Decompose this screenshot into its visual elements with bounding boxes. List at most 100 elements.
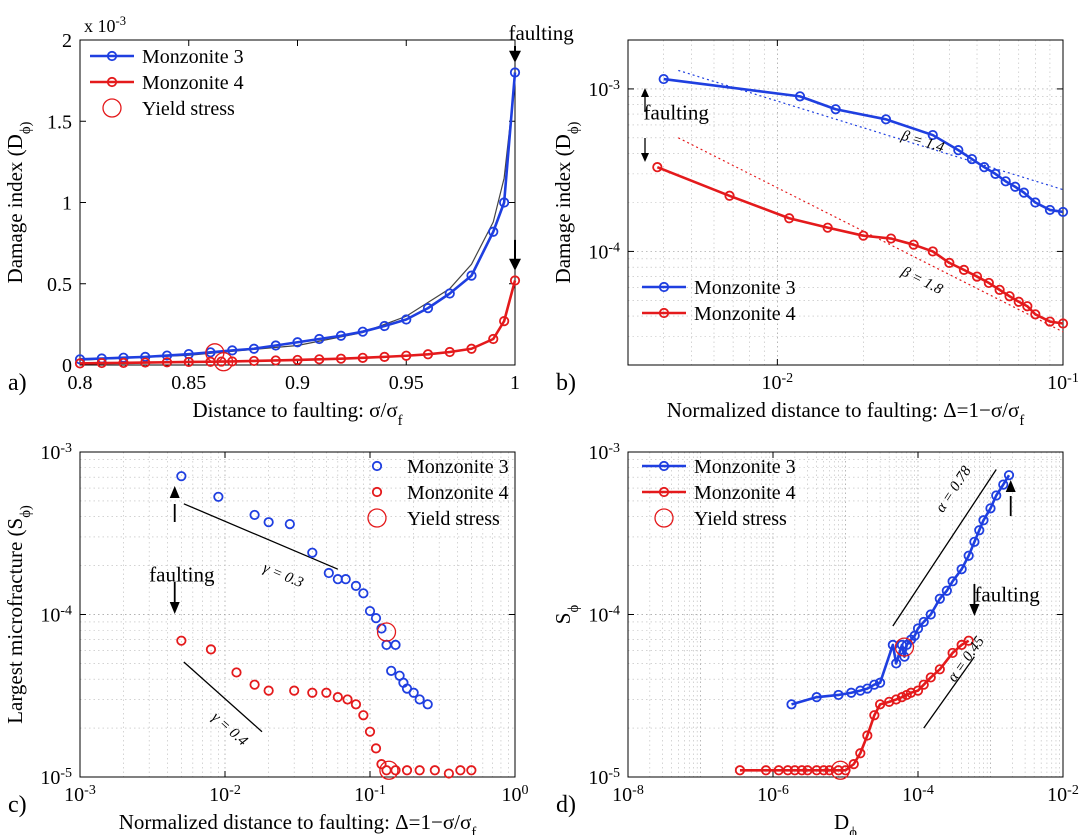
data-point <box>444 346 455 358</box>
y-tick-label: 10-5 <box>40 766 72 790</box>
data-point <box>292 337 303 348</box>
chart-panel-b: 10-2 10-1 10-4 10-3 Normalized distance to f… <box>551 39 1079 429</box>
data-point <box>978 515 989 526</box>
data-point <box>176 635 187 646</box>
legend: Monzonite 3 Monzonite 4 Yield stress <box>367 456 509 530</box>
data-point <box>335 353 347 364</box>
data-point <box>466 765 477 776</box>
data-point <box>833 765 844 776</box>
annotation-text: faulting <box>149 562 215 586</box>
data-point <box>284 519 295 530</box>
data-point <box>918 679 929 690</box>
x-axis-label: Dϕ <box>834 810 857 835</box>
data-point <box>934 593 945 604</box>
data-point <box>1018 187 1030 198</box>
series-line <box>79 280 517 365</box>
data-point <box>990 168 1001 179</box>
legend-marker <box>658 307 670 319</box>
annotation-arrow-head <box>509 50 521 63</box>
data-point <box>908 239 919 250</box>
yield-stress-marker <box>376 622 397 642</box>
data-point <box>270 355 281 366</box>
data-point <box>140 357 151 368</box>
data-point <box>249 509 260 521</box>
data-point <box>862 730 873 741</box>
data-point <box>364 605 376 617</box>
data-point <box>335 330 347 341</box>
data-point <box>811 765 822 776</box>
x-tick-label: 10-6 <box>757 783 789 807</box>
annotation-text: faulting <box>508 21 574 45</box>
data-point <box>974 525 985 536</box>
legend-marker <box>658 281 670 293</box>
x-tick-label: 100 <box>502 783 529 807</box>
faulting-arrow-down-head <box>641 153 649 162</box>
data-point <box>830 104 841 115</box>
x-tick-label: 10-8 <box>612 783 644 807</box>
data-point <box>658 73 669 85</box>
annotation-text: faulting <box>644 100 710 124</box>
x-tick-label: 10-1 <box>1047 371 1079 395</box>
data-point <box>401 765 413 776</box>
data-point <box>966 153 978 165</box>
data-point <box>466 343 477 354</box>
data-point <box>1044 204 1056 216</box>
data-point <box>74 354 86 365</box>
annotation-arrow-head <box>509 258 521 271</box>
data-point <box>379 320 390 332</box>
series-monzonite-4 <box>176 635 477 779</box>
data-point <box>444 288 455 299</box>
legend-marker-yield <box>367 508 387 528</box>
data-point <box>429 765 440 776</box>
data-point <box>509 275 521 286</box>
data-point <box>947 647 958 659</box>
y-axis-label: Largest microfracture (Sϕ) <box>3 505 34 724</box>
y-axis-label: Damage index (Dϕ) <box>551 121 582 283</box>
legend-label: Monzonite 3 <box>694 277 796 299</box>
data-point <box>991 490 1002 501</box>
data-point <box>1003 470 1015 481</box>
x-axis-label: Distance to faulting: σ/σf <box>192 398 402 429</box>
axes-frame <box>627 39 1064 366</box>
data-point <box>350 699 362 710</box>
data-point <box>488 333 499 345</box>
legend-marker <box>658 460 670 472</box>
data-point <box>927 129 938 141</box>
series-monzonite-3 <box>74 67 521 365</box>
data-point <box>263 517 274 528</box>
data-point <box>994 284 1005 295</box>
series-monzonite-3 <box>786 470 1015 710</box>
data-point <box>455 765 466 776</box>
data-point <box>161 357 173 368</box>
data-point <box>985 503 996 514</box>
data-point <box>998 479 1009 490</box>
data-point <box>782 765 793 776</box>
legend-label: Yield stress <box>142 98 235 120</box>
data-point <box>1057 206 1069 218</box>
data-point <box>332 692 343 703</box>
faulting-arrow-down-head <box>969 604 980 616</box>
legend-label: Monzonite 4 <box>407 482 509 504</box>
y-tick-label: 10-3 <box>588 77 620 101</box>
data-point <box>1010 181 1021 192</box>
x-tick-label: 10-4 <box>902 783 934 807</box>
yield-stress-marker <box>213 352 234 372</box>
legend: Monzonite 3 Monzonite 4 Yield stress <box>90 46 244 120</box>
legend-label: Yield stress <box>407 508 500 530</box>
data-point <box>983 277 994 289</box>
fit-line-2 <box>183 661 263 733</box>
data-point <box>249 679 260 690</box>
chart-panel-a: 0.8 0.85 0.9 0.95 1 0 0.5 1 1.5 2 Distance to faul… <box>3 14 574 429</box>
x-tick-label: 0.85 <box>171 372 206 394</box>
data-point <box>869 679 880 690</box>
data-point <box>734 765 746 776</box>
fit-line-1 <box>892 469 997 627</box>
legend-marker <box>371 460 383 472</box>
data-point <box>947 576 958 587</box>
data-point <box>358 588 369 599</box>
data-point <box>874 699 886 710</box>
data-point <box>509 67 521 78</box>
data-point <box>1030 309 1041 320</box>
data-point <box>205 644 217 655</box>
